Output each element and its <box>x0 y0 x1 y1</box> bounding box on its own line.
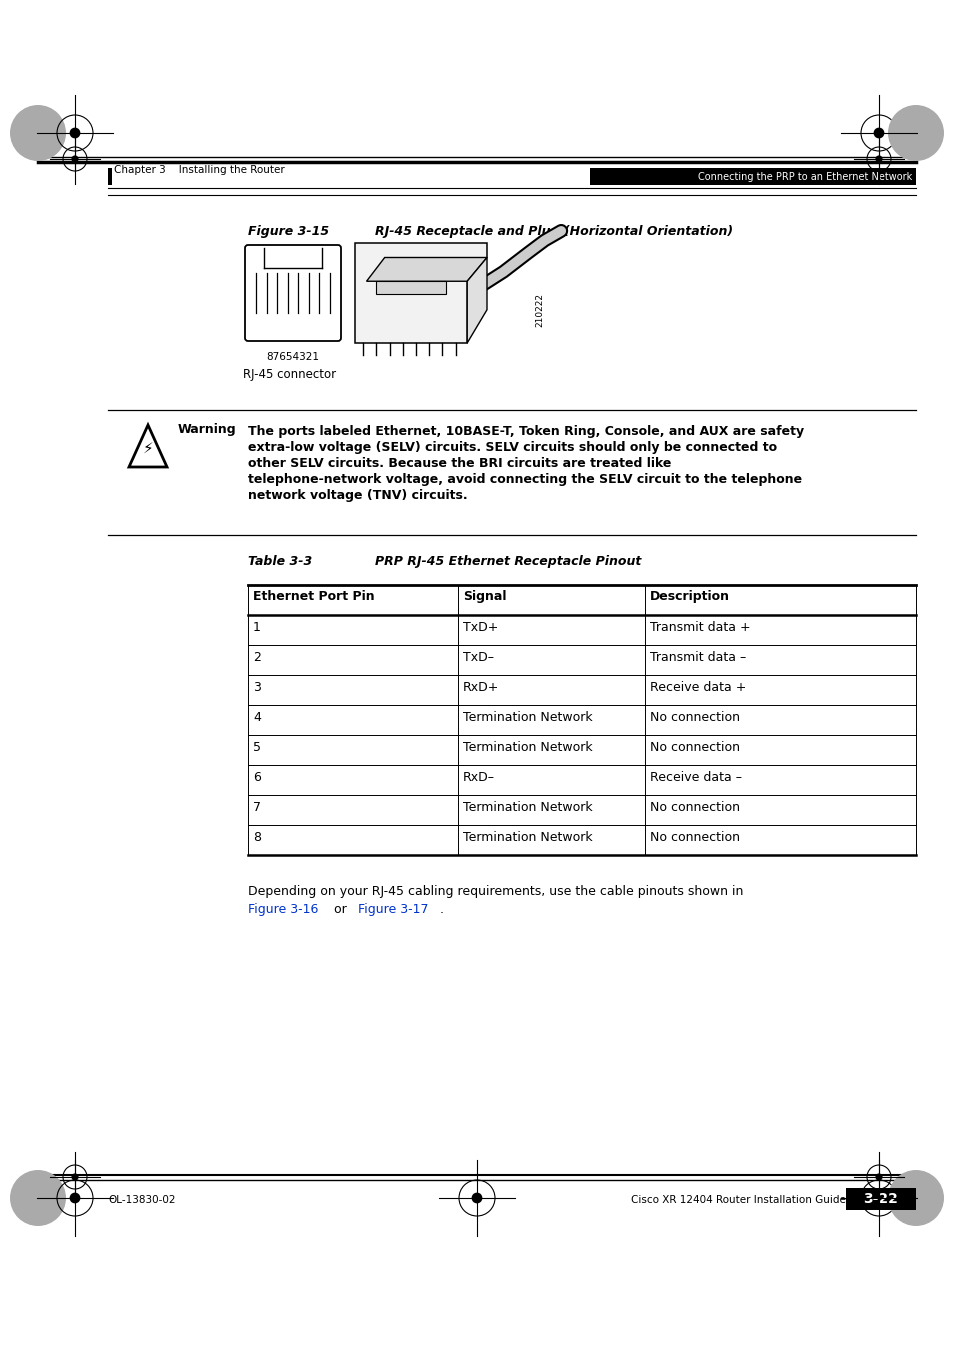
Text: 5: 5 <box>253 740 261 754</box>
Text: Termination Network: Termination Network <box>462 801 592 815</box>
Text: Termination Network: Termination Network <box>462 831 592 844</box>
Text: RJ-45 connector: RJ-45 connector <box>243 367 335 381</box>
Text: Receive data +: Receive data + <box>649 681 745 694</box>
Text: 3-22: 3-22 <box>862 1192 898 1206</box>
Text: RxD+: RxD+ <box>462 681 498 694</box>
Circle shape <box>10 105 66 161</box>
Text: 4: 4 <box>253 711 260 724</box>
Text: TxD–: TxD– <box>462 651 494 663</box>
Bar <box>108 168 112 185</box>
Bar <box>589 168 915 185</box>
Circle shape <box>887 1170 943 1225</box>
Text: Transmit data –: Transmit data – <box>649 651 745 663</box>
Polygon shape <box>129 426 167 467</box>
Text: 1: 1 <box>253 621 260 634</box>
Text: Figure 3-17: Figure 3-17 <box>357 902 428 916</box>
Text: Connecting the PRP to an Ethernet Network: Connecting the PRP to an Ethernet Networ… <box>697 172 911 182</box>
Text: The ports labeled Ethernet, 10BASE-T, Token Ring, Console, and AUX are safety: The ports labeled Ethernet, 10BASE-T, To… <box>248 426 803 438</box>
Text: or: or <box>330 902 351 916</box>
Text: Table 3-3: Table 3-3 <box>248 555 312 567</box>
Circle shape <box>70 1193 80 1204</box>
Text: No connection: No connection <box>649 711 740 724</box>
Text: 8: 8 <box>253 831 261 844</box>
Text: RJ-45 Receptacle and Plug (Horizontal Orientation): RJ-45 Receptacle and Plug (Horizontal Or… <box>375 226 732 238</box>
Text: extra-low voltage (SELV) circuits. SELV circuits should only be connected to: extra-low voltage (SELV) circuits. SELV … <box>248 440 777 454</box>
Bar <box>264 249 321 267</box>
Text: 7: 7 <box>253 801 261 815</box>
Text: Termination Network: Termination Network <box>462 711 592 724</box>
Text: No connection: No connection <box>649 831 740 844</box>
Text: Description: Description <box>649 590 729 603</box>
Circle shape <box>71 155 78 162</box>
Text: Signal: Signal <box>462 590 506 603</box>
Circle shape <box>71 1174 78 1181</box>
Circle shape <box>10 1170 66 1225</box>
Circle shape <box>70 127 80 138</box>
Text: Figure 3-15: Figure 3-15 <box>248 226 329 238</box>
Text: Chapter 3    Installing the Router: Chapter 3 Installing the Router <box>113 165 284 176</box>
Text: 87654321: 87654321 <box>266 353 319 362</box>
Text: PRP RJ-45 Ethernet Receptacle Pinout: PRP RJ-45 Ethernet Receptacle Pinout <box>375 555 640 567</box>
Text: Cisco XR 12404 Router Installation Guide: Cisco XR 12404 Router Installation Guide <box>631 1196 845 1205</box>
Text: RxD–: RxD– <box>462 771 495 784</box>
FancyBboxPatch shape <box>245 245 340 340</box>
Text: network voltage (TNV) circuits.: network voltage (TNV) circuits. <box>248 489 467 503</box>
Text: Figure 3-16: Figure 3-16 <box>248 902 318 916</box>
Circle shape <box>875 1174 882 1181</box>
Text: other SELV circuits. Because the BRI circuits are treated like: other SELV circuits. Because the BRI cir… <box>248 457 671 470</box>
Text: 3: 3 <box>253 681 260 694</box>
Text: Transmit data +: Transmit data + <box>649 621 750 634</box>
Text: 210222: 210222 <box>535 293 544 327</box>
Text: telephone-network voltage, avoid connecting the SELV circuit to the telephone: telephone-network voltage, avoid connect… <box>248 473 801 486</box>
Polygon shape <box>376 281 445 293</box>
Text: Termination Network: Termination Network <box>462 740 592 754</box>
Circle shape <box>875 155 882 162</box>
Polygon shape <box>366 258 486 281</box>
Text: 6: 6 <box>253 771 260 784</box>
Text: Depending on your RJ-45 cabling requirements, use the cable pinouts shown in: Depending on your RJ-45 cabling requirem… <box>248 885 742 898</box>
Text: OL-13830-02: OL-13830-02 <box>108 1196 175 1205</box>
Circle shape <box>887 105 943 161</box>
Bar <box>845 1188 915 1210</box>
Text: 2: 2 <box>253 651 260 663</box>
Circle shape <box>873 127 883 138</box>
Text: ⚡: ⚡ <box>143 440 153 455</box>
Text: Ethernet Port Pin: Ethernet Port Pin <box>253 590 375 603</box>
Polygon shape <box>355 243 486 343</box>
Text: Receive data –: Receive data – <box>649 771 741 784</box>
Circle shape <box>471 1193 482 1204</box>
Text: Warning: Warning <box>178 423 236 436</box>
Polygon shape <box>467 258 486 343</box>
Text: No connection: No connection <box>649 740 740 754</box>
Text: TxD+: TxD+ <box>462 621 497 634</box>
Text: No connection: No connection <box>649 801 740 815</box>
Circle shape <box>873 1193 883 1204</box>
Text: .: . <box>439 902 443 916</box>
